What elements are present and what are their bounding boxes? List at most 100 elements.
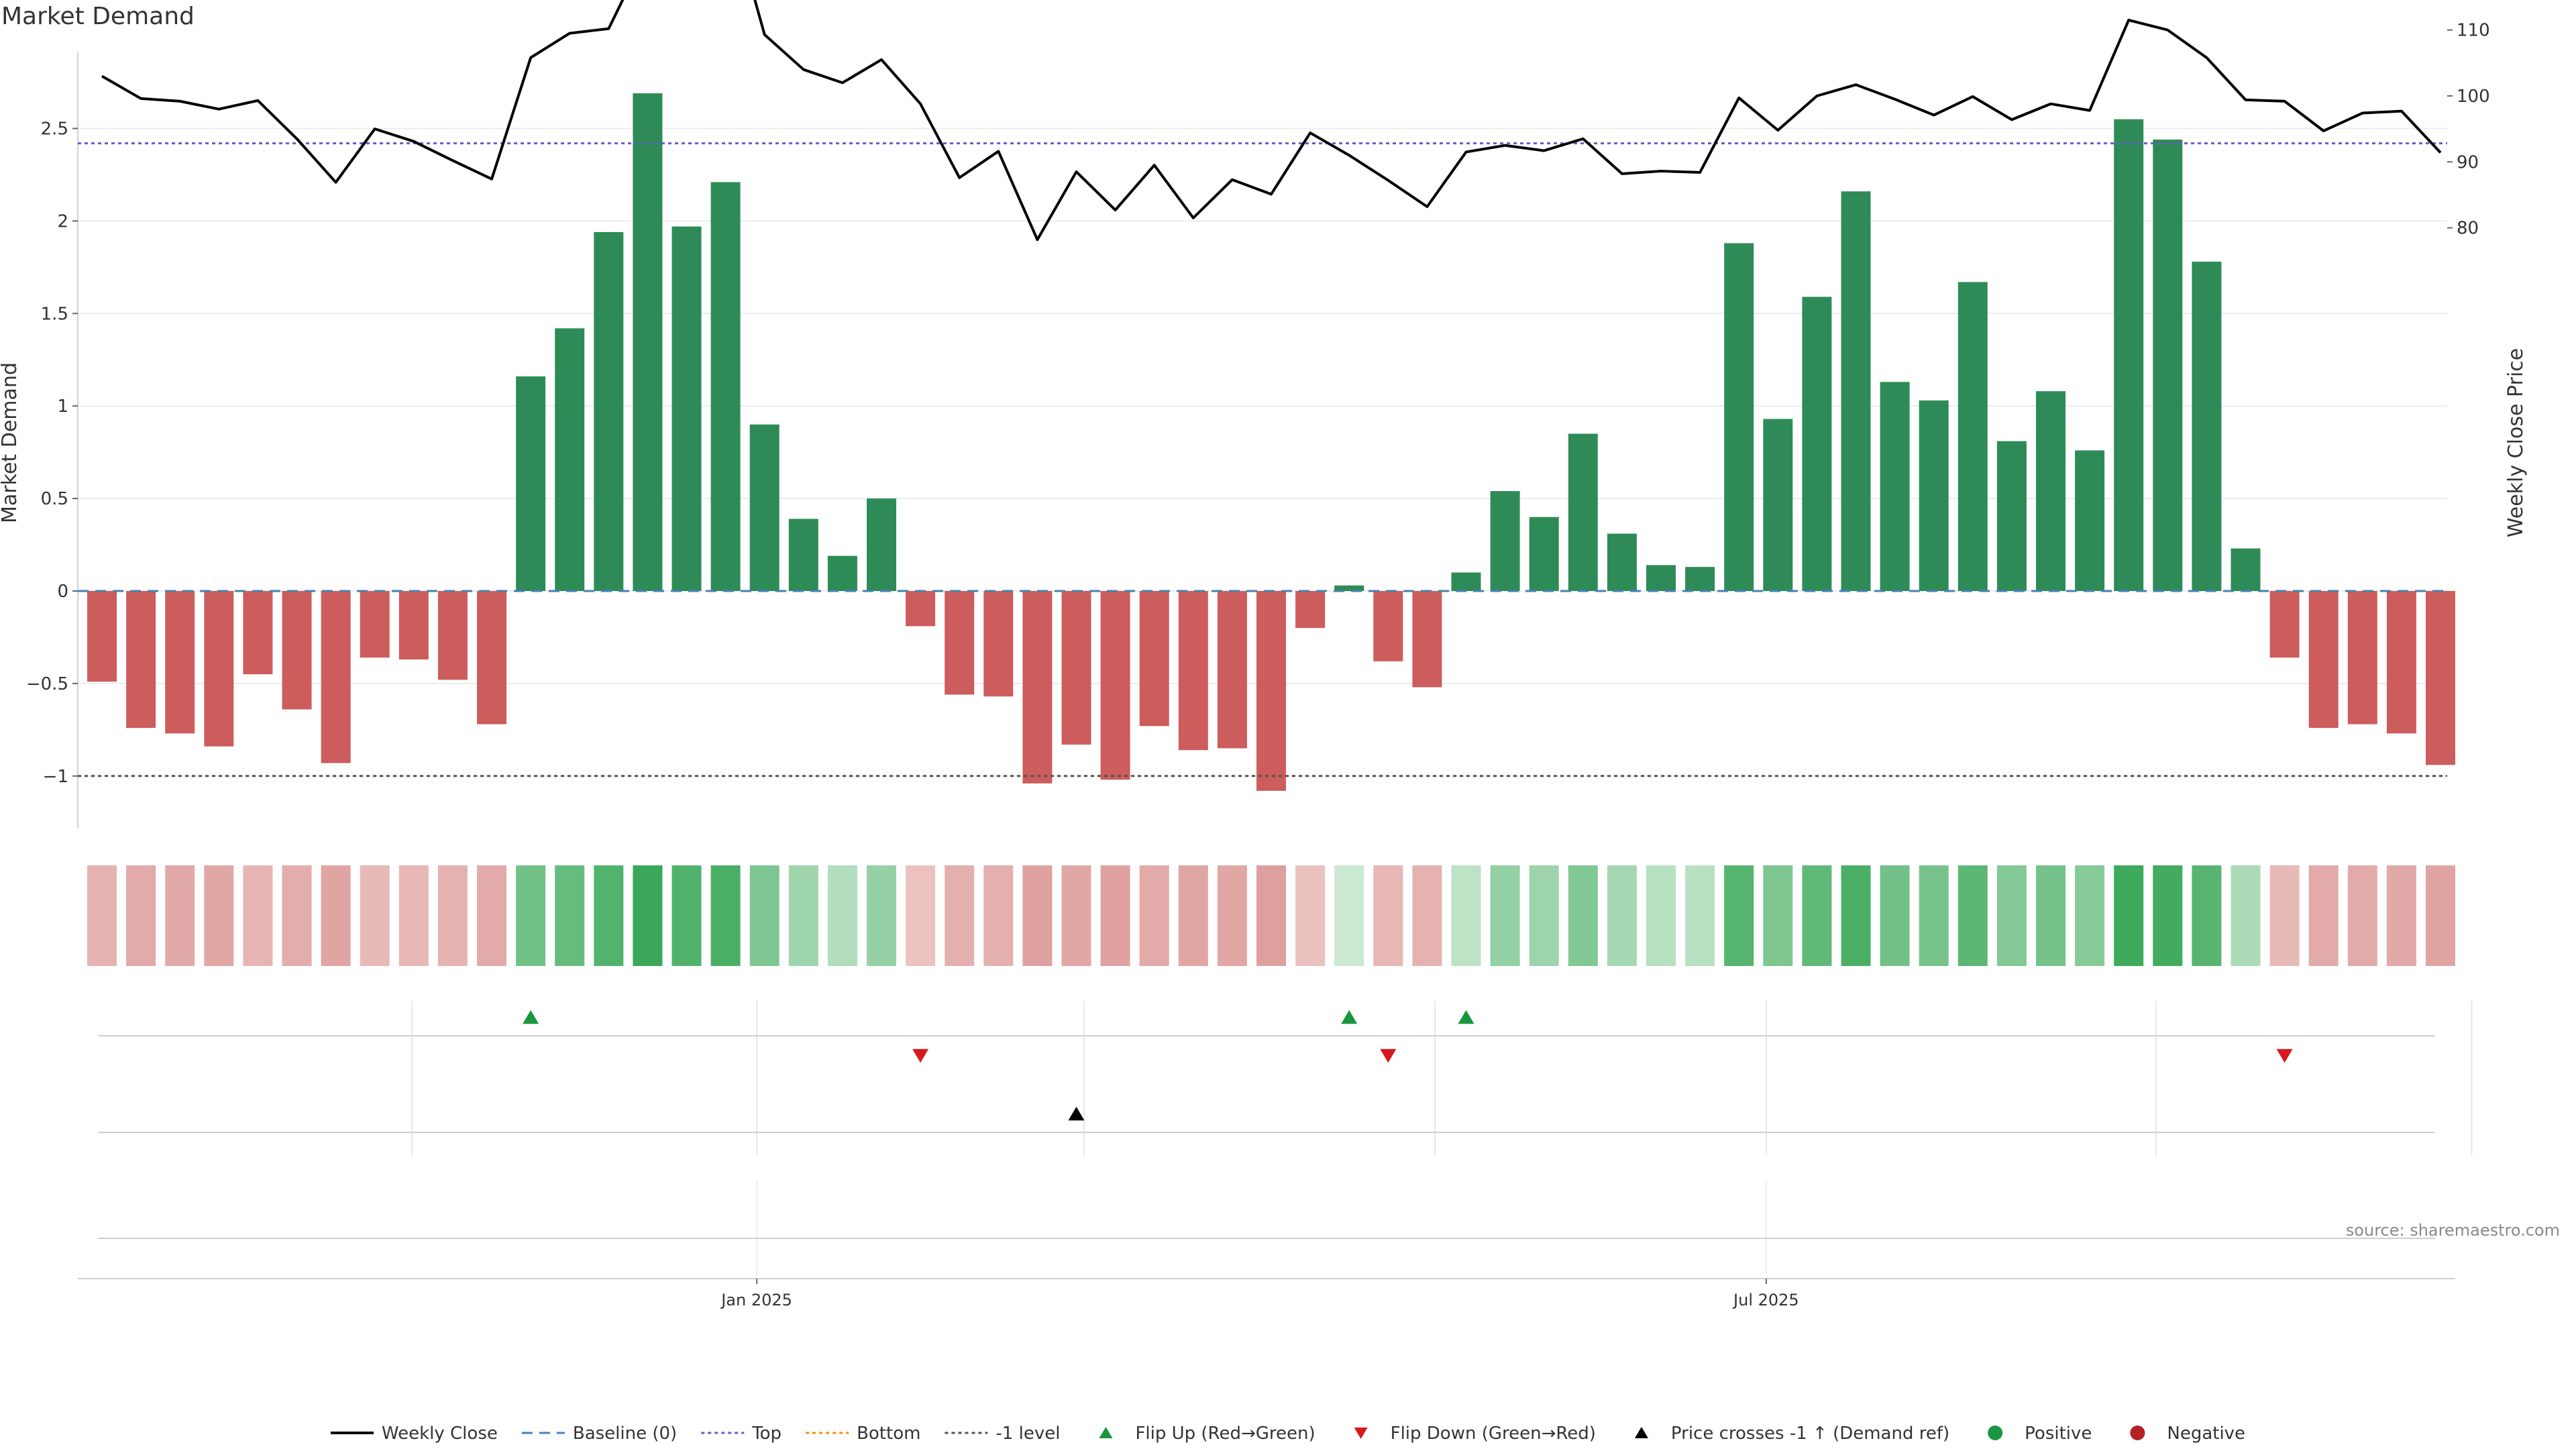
legend-item-weekly-close: Weekly Close — [330, 1424, 498, 1444]
heat-strip-cell — [1957, 865, 1988, 966]
heat-strip-cell — [1295, 865, 1326, 966]
demand-bar — [1763, 419, 1793, 591]
heat-strip-cell — [867, 865, 896, 966]
legend-item-negative: Negative — [2130, 1424, 2245, 1444]
heat-strip-cell — [87, 865, 117, 966]
y-tick-label: 2.5 — [41, 119, 68, 140]
legend-item-top: Top — [701, 1424, 782, 1444]
heat-strip-cell — [1373, 865, 1403, 966]
heat-strip-cell — [2347, 865, 2377, 966]
heat-strip-cell — [1841, 865, 1871, 966]
heat-strip-cell — [749, 865, 780, 966]
demand-bar — [1490, 491, 1520, 591]
heat-strip-cell — [2269, 865, 2300, 966]
heat-strip-cell — [1178, 865, 1208, 966]
heat-strip-cell — [710, 865, 741, 966]
legend-label: Bottom — [857, 1424, 920, 1444]
demand-bar — [1880, 382, 1910, 591]
demand-bar — [2386, 591, 2416, 734]
heat-strip-cell — [1256, 865, 1286, 966]
heat-strip-cell — [1685, 865, 1715, 966]
legend-item-flip-down-green-red: Flip Down (Green→Red) — [1354, 1424, 1596, 1444]
heat-strip-cell — [398, 865, 429, 966]
heat-strip-cell — [204, 865, 234, 966]
heat-strip-cell — [555, 865, 585, 966]
demand-bar — [2153, 140, 2183, 592]
demand-bar — [710, 182, 741, 591]
demand-bar — [1295, 591, 1326, 629]
heat-strip-cell — [2426, 865, 2455, 966]
y-tick-label: 0 — [57, 582, 68, 602]
demand-bar — [633, 93, 663, 591]
heat-strip-cell — [1996, 865, 2027, 966]
demand-bar — [827, 555, 857, 591]
legend-label: Flip Down (Green→Red) — [1391, 1424, 1596, 1444]
demand-bar — [87, 591, 117, 682]
demand-bar — [788, 519, 818, 591]
heat-strip-cell — [906, 865, 936, 966]
demand-bar — [2347, 591, 2377, 724]
legend-label: Positive — [2025, 1424, 2092, 1444]
source-label: source: sharemaestro.com — [2345, 1221, 2560, 1240]
legend-label: Price crosses -1 ↑ (Demand ref) — [1671, 1424, 1949, 1444]
heat-strip-cell — [633, 865, 663, 966]
heat-strip-cell — [321, 865, 351, 966]
heat-strip-cell — [672, 865, 702, 966]
demand-bar — [1957, 282, 1988, 591]
heat-strip-cell — [1100, 865, 1130, 966]
heat-strip-cell — [516, 865, 546, 966]
demand-bar — [282, 591, 312, 710]
y2-axis-label: Weekly Close Price — [2504, 348, 2528, 537]
y-tick-label: −0.5 — [26, 674, 68, 694]
legend-item-bottom: Bottom — [806, 1424, 920, 1444]
x-tick-label: Jul 2025 — [1732, 1291, 1799, 1309]
demand-bar — [1841, 191, 1871, 592]
y-tick-label: 1 — [57, 396, 68, 417]
legend-triangle-up-icon — [1099, 1427, 1113, 1438]
heat-strip-cell — [788, 865, 818, 966]
demand-bar — [2192, 262, 2222, 591]
legend-item-flip-up-red-green: Flip Up (Red→Green) — [1099, 1424, 1316, 1444]
legend-triangle-down-icon — [1354, 1428, 1368, 1439]
demand-bar — [2114, 119, 2144, 591]
demand-bar — [1256, 591, 1286, 791]
demand-bar — [1412, 591, 1442, 688]
heat-strip-cell — [1451, 865, 1481, 966]
heat-strip-cell — [2114, 865, 2144, 966]
heat-strip-cell — [1412, 865, 1442, 966]
demand-bar — [1178, 591, 1208, 751]
page-title: Market Demand — [1, 3, 195, 30]
heat-strip-cell — [1763, 865, 1793, 966]
demand-bar — [867, 498, 896, 591]
demand-bar — [321, 591, 351, 763]
demand-bar — [906, 591, 936, 627]
demand-bar — [243, 591, 273, 675]
demand-bar — [594, 231, 624, 591]
heat-strip-cell — [827, 865, 857, 966]
heat-strip-cell — [360, 865, 390, 966]
heat-strip-cell — [1061, 865, 1091, 966]
heat-strip-cell — [945, 865, 975, 966]
demand-bar — [126, 591, 156, 729]
legend-circle-icon — [2130, 1426, 2145, 1440]
demand-bar — [1996, 441, 2027, 591]
demand-bar — [1919, 400, 1949, 591]
y2-tick-label: 80 — [2457, 219, 2479, 239]
demand-bar — [2231, 548, 2261, 591]
demand-bar — [398, 591, 429, 660]
heat-strip-cell — [1334, 865, 1364, 966]
flip-up-marker — [523, 1010, 539, 1024]
heat-strip-cell — [1880, 865, 1910, 966]
heat-strip-cell — [2308, 865, 2339, 966]
demand-bar — [1217, 591, 1247, 749]
legend-triangle-up-icon — [1634, 1427, 1648, 1438]
demand-bar — [983, 591, 1014, 697]
heat-strip-cell — [282, 865, 312, 966]
demand-bar — [437, 591, 468, 680]
y2-tick-label: 90 — [2457, 152, 2479, 172]
flip-up-marker — [1458, 1010, 1474, 1024]
flip-down-marker — [912, 1049, 929, 1063]
weekly-close-line — [101, 0, 2442, 241]
legend-item-price-crosses-1-demand-ref: Price crosses -1 ↑ (Demand ref) — [1634, 1424, 1949, 1444]
demand-bar — [204, 591, 234, 747]
